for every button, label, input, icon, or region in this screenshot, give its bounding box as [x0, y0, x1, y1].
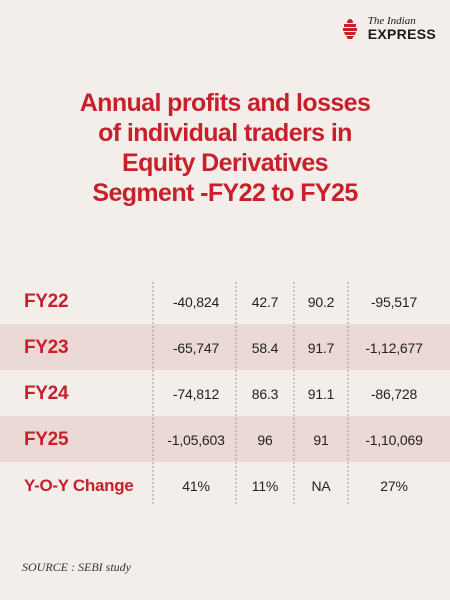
table-cell: -65,747: [173, 340, 219, 356]
title-line-1: Annual profits and losses: [79, 89, 371, 117]
row-shade: [0, 416, 450, 462]
row-label: FY22: [24, 291, 68, 312]
table-cell: 11%: [252, 478, 278, 494]
table-cell: NA: [311, 478, 331, 494]
table-cell: -74,812: [173, 386, 219, 402]
table-cell: 90.2: [308, 294, 335, 310]
indian-express-logo-icon: [342, 18, 357, 39]
table-cell: -1,12,677: [365, 340, 423, 356]
row-label: FY24: [24, 383, 69, 404]
logo-text-top: The Indian: [367, 15, 416, 27]
row-shade: [0, 324, 450, 370]
row-label: FY23: [24, 337, 68, 358]
table-cell: 86.3: [252, 386, 279, 402]
logo-text-bottom: EXPRESS: [367, 26, 436, 42]
row-label: Y-O-Y Change: [24, 476, 133, 495]
chart-title: Annual profits and losses of individual …: [20, 88, 430, 208]
table-cell: 58.4: [252, 340, 279, 356]
logo-text: The Indian EXPRESS: [367, 15, 436, 42]
table-cell: 91: [313, 432, 329, 448]
title-line-3: Equity Derivatives: [122, 149, 329, 177]
table-cell: 41%: [182, 478, 209, 494]
data-table: FY22 -40,824 42.7 90.2 -95,517 FY23 -65,747 58.…: [0, 282, 450, 506]
table-cell: -1,10,069: [365, 432, 423, 448]
table-cell: -1,05,603: [167, 432, 225, 448]
brand-logo: The Indian EXPRESS: [338, 16, 436, 41]
table-cell: 42.7: [252, 294, 279, 310]
table-cell: 91.7: [308, 340, 335, 356]
table-cell: -95,517: [371, 294, 417, 310]
table-cell: 27%: [380, 478, 407, 494]
source-note: SOURCE : SEBI study: [22, 560, 131, 574]
table-cell: 91.1: [308, 386, 335, 402]
table-cell: -40,824: [173, 294, 219, 310]
title-line-4: Segment -FY22 to FY25: [92, 179, 358, 207]
table-cell: -86,728: [371, 386, 417, 402]
row-label: FY25: [24, 429, 69, 450]
title-line-2: of individual traders in: [98, 119, 352, 147]
table-cell: 96: [257, 432, 273, 448]
